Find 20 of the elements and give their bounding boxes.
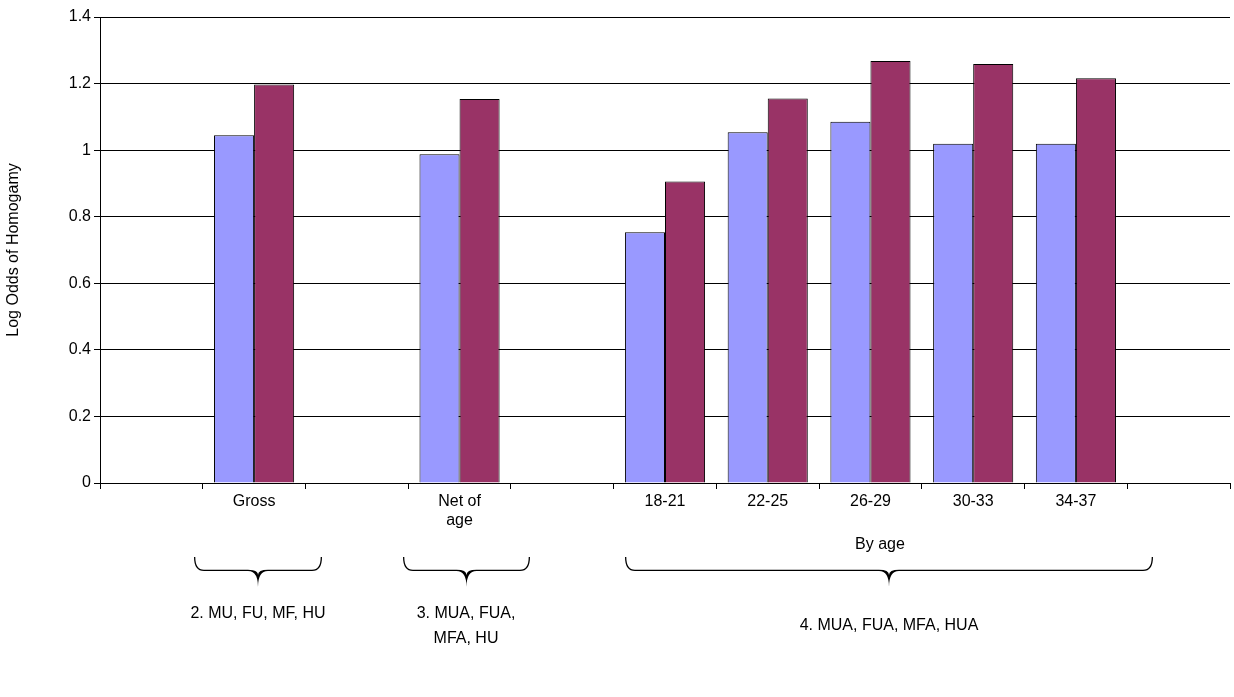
text: 4. MUA, FUA, MFA, HUA [799, 615, 979, 635]
y-tick-label: 1.4 [68, 7, 92, 25]
x-tick-label: 22-25 [747, 492, 789, 510]
y-tick-label: 0.2 [68, 406, 92, 424]
x-tick-label: Net of age [438, 492, 482, 529]
y-tick-label: 1.2 [68, 73, 92, 91]
y-axis-title: Log Odds of Homogamy [4, 163, 22, 337]
y-tick-label: 1 [82, 140, 92, 158]
y-tick-label: 0.4 [68, 340, 92, 358]
x-tick-label: 34-37 [1055, 492, 1097, 510]
y-tick-label: 0.6 [68, 273, 92, 291]
x-tick-label: Gross [232, 492, 276, 510]
text: 2. MU, FU, MF, HU [190, 603, 326, 623]
x-tick-label: 18-21 [644, 492, 686, 510]
y-tick-label: 0.8 [68, 207, 92, 225]
x-tick-label: 26-29 [849, 492, 892, 510]
y-tick-label: 0 [82, 473, 92, 491]
text: 3. MUA, FUA, MFA, HU [415, 603, 517, 648]
x-tick-label: 30-33 [952, 492, 994, 510]
text: By age [855, 534, 905, 554]
